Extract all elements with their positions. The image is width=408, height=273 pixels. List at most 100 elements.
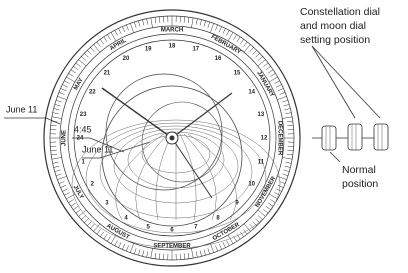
dial-tick	[142, 20, 143, 26]
dial-tick	[285, 113, 291, 114]
crowns	[312, 46, 388, 162]
hand	[172, 138, 212, 198]
dial-tick	[94, 45, 100, 53]
dial-tick	[196, 251, 197, 257]
dial-tick	[111, 32, 116, 41]
dial-tick	[200, 20, 201, 26]
hour-label: 15	[234, 71, 241, 77]
dial-tick	[237, 37, 240, 42]
hour-label: 10	[248, 182, 255, 188]
dial-tick	[69, 199, 74, 202]
dial-tick	[228, 32, 233, 41]
dial-tick	[278, 185, 283, 187]
hour-label: 22	[89, 90, 96, 96]
dial-tick	[155, 17, 156, 23]
setting-label: setting position	[300, 34, 370, 46]
dial-tick	[87, 221, 91, 225]
hub	[170, 136, 175, 141]
dial-tick	[253, 50, 257, 54]
normal-label: Normal	[342, 164, 376, 176]
dial-tick	[147, 251, 148, 257]
dial-tick	[226, 30, 229, 35]
dial-tick	[51, 154, 57, 155]
hand	[172, 93, 232, 138]
dial-tick	[51, 150, 57, 151]
dial-tick	[151, 248, 153, 258]
dial-tick	[266, 66, 271, 70]
dial-tick	[263, 63, 268, 67]
dial-tick	[280, 181, 286, 183]
dial-tick	[215, 25, 217, 31]
dial-tick	[266, 206, 271, 210]
dial-tick	[233, 35, 236, 40]
dial-tick	[280, 92, 286, 94]
setting-label: and moon dial	[300, 20, 366, 32]
dial-tick	[57, 96, 66, 99]
dial-tick	[90, 47, 94, 51]
month-label: JANUARY	[255, 70, 275, 98]
dial-tick	[126, 25, 128, 31]
dial-tick	[79, 210, 87, 216]
dial-tick	[100, 39, 104, 44]
dial-tick	[84, 219, 88, 223]
dial-tick	[97, 229, 101, 234]
dial-tick	[73, 66, 78, 70]
month-label: NOVEMBER	[255, 175, 278, 209]
date-label: June 11	[6, 104, 37, 114]
dial-tick	[274, 81, 279, 84]
dial-tick	[219, 27, 221, 32]
dial-tick	[61, 185, 66, 187]
dial-tick	[196, 19, 197, 25]
dial-tick	[107, 35, 110, 40]
dial-tick	[62, 189, 67, 192]
dial-tick	[81, 216, 85, 220]
dial-tick	[282, 117, 292, 119]
hour-label: 6	[170, 228, 174, 234]
dial-tick	[268, 203, 273, 206]
dial-tick	[119, 242, 122, 247]
dial-tick	[55, 104, 61, 106]
hour-label: 20	[123, 56, 130, 62]
hour-label: 18	[169, 44, 176, 50]
month-label: SEPTEMBER	[153, 244, 191, 250]
grid-curve	[156, 134, 172, 220]
crown	[348, 124, 362, 150]
hour-label: 16	[215, 56, 222, 62]
hour-label: 13	[258, 112, 265, 118]
dial-tick	[51, 125, 57, 126]
month-label: DECEMBER	[276, 121, 282, 156]
dial-tick	[208, 22, 210, 28]
dial-tick	[285, 166, 291, 167]
dial-tick	[64, 81, 69, 84]
dial-tick	[122, 27, 124, 32]
dial-tick	[276, 85, 281, 88]
dial-tick	[54, 166, 60, 167]
dial-tick	[130, 243, 133, 252]
diagram: Constellation dial and moon dial setting…	[0, 0, 408, 273]
dial-tick	[87, 50, 91, 54]
dial-tick	[277, 176, 286, 179]
dial-tick	[285, 108, 291, 109]
hour-label: 12	[261, 136, 268, 142]
dial-tick	[159, 253, 160, 259]
dial-tick	[76, 209, 81, 213]
dial-tick	[184, 17, 185, 23]
dial-tick	[159, 17, 160, 23]
dial-tick	[55, 170, 61, 172]
dial-tick	[258, 210, 266, 216]
dial-tick	[134, 248, 136, 254]
dial-tick	[223, 242, 226, 247]
dial-tick	[243, 42, 247, 47]
dial-tick	[81, 56, 85, 60]
dial-tick	[223, 28, 226, 33]
dial-tick	[204, 250, 206, 256]
dial-tick	[138, 21, 140, 27]
dial-tick	[56, 100, 62, 102]
hour-label: 17	[192, 47, 199, 53]
hour-label: 1	[81, 159, 85, 165]
dial-tick	[115, 240, 118, 245]
dial-tick	[263, 209, 268, 213]
dial-tick	[66, 77, 75, 82]
setting-label: Constellation dial	[300, 6, 380, 18]
dial-tick	[155, 253, 156, 259]
